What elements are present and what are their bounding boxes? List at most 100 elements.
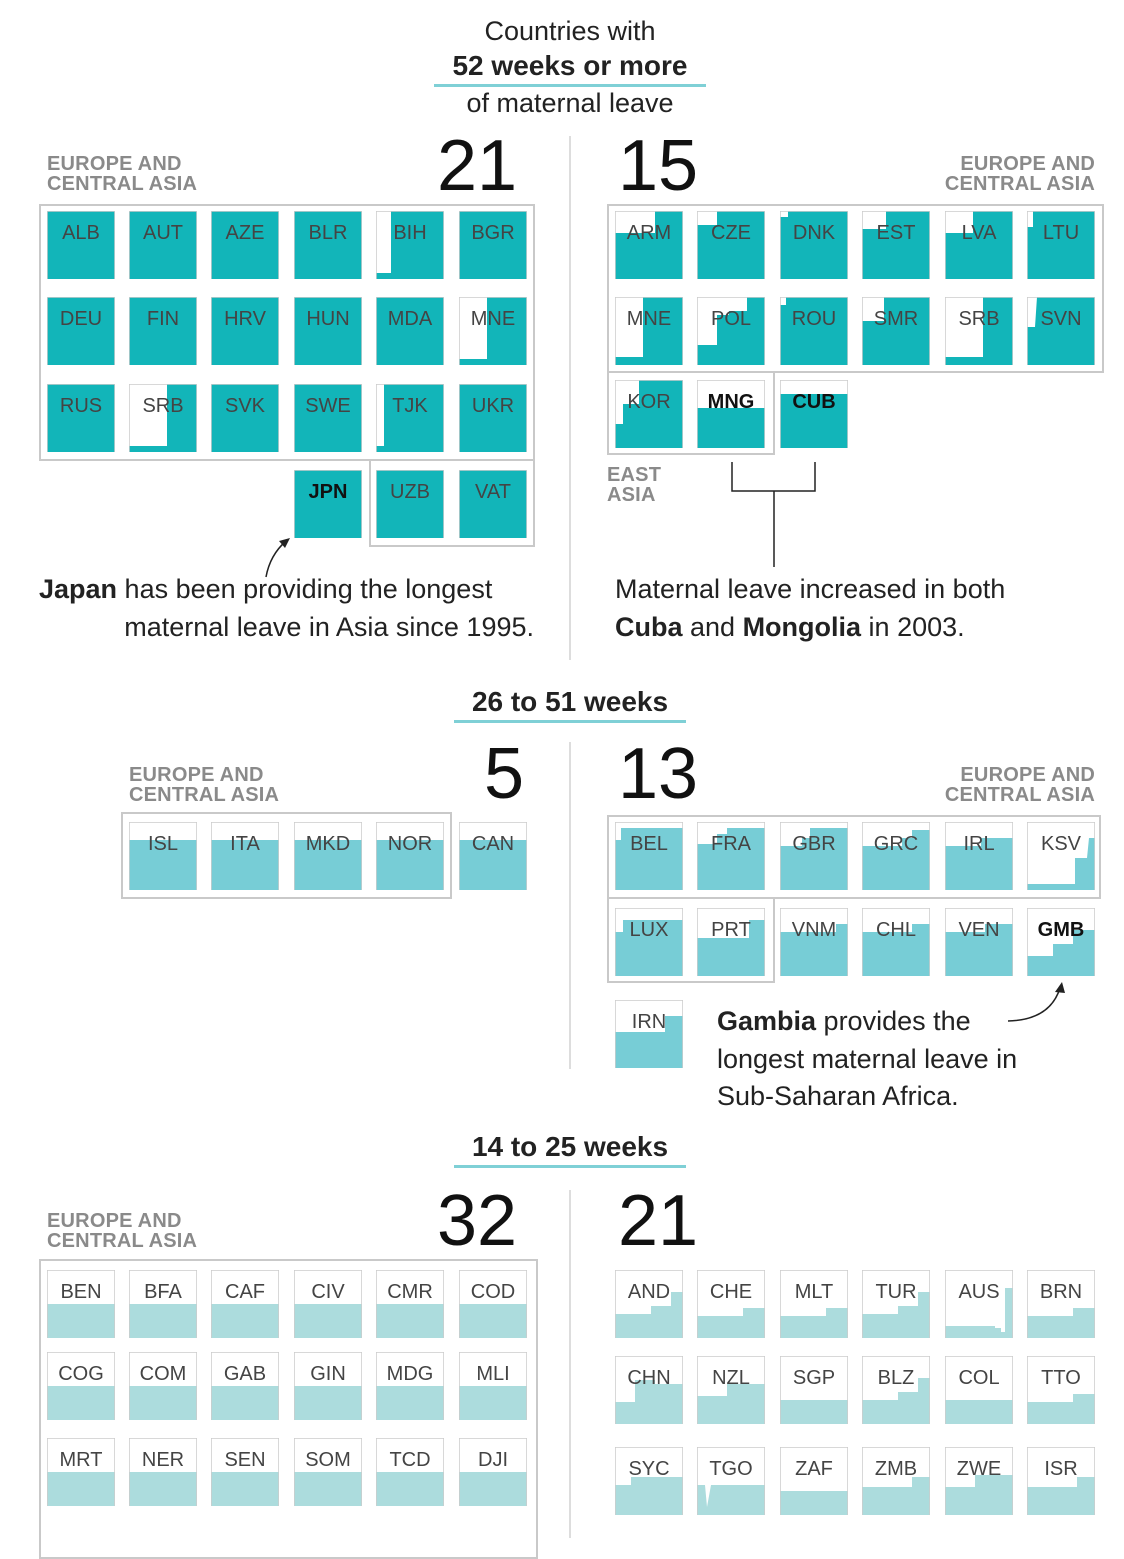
tile-fill — [945, 211, 1013, 279]
country-tile-tur: TUR — [862, 1270, 930, 1338]
tile-fill — [862, 924, 930, 976]
tile-fill — [615, 297, 683, 365]
section3-header: 14 to 25 weeks — [0, 1131, 1124, 1168]
tile-fill — [780, 297, 848, 365]
country-code: CHL — [875, 919, 916, 941]
country-tile-som: SOM — [294, 1438, 362, 1506]
country-code: ITA — [230, 833, 260, 855]
tile-graphic — [780, 1447, 848, 1515]
tile-fill — [459, 1472, 527, 1506]
country-tile-vat: VAT — [459, 470, 527, 538]
tile-fill — [294, 211, 362, 279]
tile-graphic — [459, 470, 527, 538]
tile-fill — [211, 840, 279, 890]
tile-fill — [615, 1292, 683, 1338]
tile-graphic — [697, 211, 765, 279]
tile-fill — [47, 384, 115, 452]
country-tile-gab: GAB — [211, 1352, 279, 1420]
tile-graphic — [862, 908, 930, 976]
tile-fill — [697, 1384, 765, 1424]
country-code: NOR — [387, 833, 433, 855]
tile-graphic — [376, 1270, 444, 1338]
country-tile-ksv: KSV — [1027, 822, 1095, 890]
country-code: VAT — [475, 481, 511, 503]
country-tile-tcd: TCD — [376, 1438, 444, 1506]
country-tile-tgo: TGO — [697, 1447, 765, 1515]
s2-right-group-box-ext — [607, 897, 775, 983]
country-tile-can: CAN — [459, 822, 527, 890]
country-code: SMR — [873, 308, 919, 330]
section1-title-text: 52 weeks or more — [434, 50, 706, 87]
s1-east-asia-box — [607, 371, 775, 455]
tile-graphic — [459, 1352, 527, 1420]
cuba-mid: and — [682, 612, 743, 642]
tile-graphic — [1027, 1270, 1095, 1338]
tile-graphic — [47, 1438, 115, 1506]
tile-fill — [945, 924, 1013, 976]
country-tile-ukr: UKR — [459, 384, 527, 452]
tile-fill — [459, 1304, 527, 1338]
tile-fill — [780, 828, 848, 890]
country-code: EST — [876, 222, 916, 244]
country-tile-hun: HUN — [294, 297, 362, 365]
tile-graphic — [945, 1447, 1013, 1515]
tile-fill — [697, 211, 765, 279]
tile-fill — [1027, 297, 1095, 365]
country-code: COD — [470, 1281, 516, 1303]
country-tile-mne: MNE — [459, 297, 527, 365]
tile-fill — [945, 838, 1013, 890]
tile-fill — [615, 211, 683, 279]
country-code: SVK — [224, 395, 266, 417]
tile-graphic — [862, 211, 930, 279]
tile-graphic — [780, 297, 848, 365]
country-code: LVA — [961, 222, 997, 244]
country-code: MDG — [386, 1363, 434, 1385]
tile-fill — [294, 1386, 362, 1420]
tile-graphic — [697, 380, 765, 448]
country-code: CUB — [792, 391, 836, 413]
country-code: RUS — [59, 395, 103, 417]
country-code: COL — [958, 1367, 1000, 1389]
country-code: VNM — [791, 919, 837, 941]
gambia-bold: Gambia — [717, 1006, 817, 1036]
gambia-arrow-line — [1007, 987, 1061, 1022]
tile-fill — [780, 1308, 848, 1338]
country-tile-mdg: MDG — [376, 1352, 444, 1420]
country-tile-syc: SYC — [615, 1447, 683, 1515]
tile-fill — [459, 1386, 527, 1420]
tile-fill — [376, 297, 444, 365]
country-code: AZE — [225, 222, 265, 244]
country-code: GIN — [310, 1363, 346, 1385]
tile-graphic — [47, 1270, 115, 1338]
tile-graphic — [211, 1270, 279, 1338]
japan-arrow-head — [279, 538, 290, 548]
tile-fill — [376, 1386, 444, 1420]
s3-left-count: 32 — [437, 1181, 518, 1261]
country-code: AUT — [143, 222, 183, 244]
tile-graphic — [945, 297, 1013, 365]
tile-fill — [294, 384, 362, 452]
tile-graphic — [945, 908, 1013, 976]
country-code: FRA — [711, 833, 751, 855]
tile-graphic — [615, 1270, 683, 1338]
tile-fill — [615, 1016, 683, 1068]
country-code: PRT — [711, 919, 751, 941]
country-tile-vnm: VNM — [780, 908, 848, 976]
tile-fill — [862, 830, 930, 890]
s2-right-group-box — [607, 815, 1101, 899]
tile-graphic — [780, 380, 848, 448]
country-code: NER — [141, 1449, 185, 1471]
tile-graphic — [376, 211, 444, 279]
country-tile-bih: BIH — [376, 211, 444, 279]
tile-graphic — [780, 211, 848, 279]
tile-graphic — [862, 297, 930, 365]
tile-graphic — [294, 470, 362, 538]
country-tile-ita: ITA — [211, 822, 279, 890]
tile-graphic — [615, 1447, 683, 1515]
tile-graphic — [1027, 822, 1095, 890]
country-tile-chl: CHL — [862, 908, 930, 976]
tile-graphic — [615, 1000, 683, 1068]
tile-graphic — [376, 1438, 444, 1506]
tile-graphic — [376, 1352, 444, 1420]
country-tile-ven: VEN — [945, 908, 1013, 976]
